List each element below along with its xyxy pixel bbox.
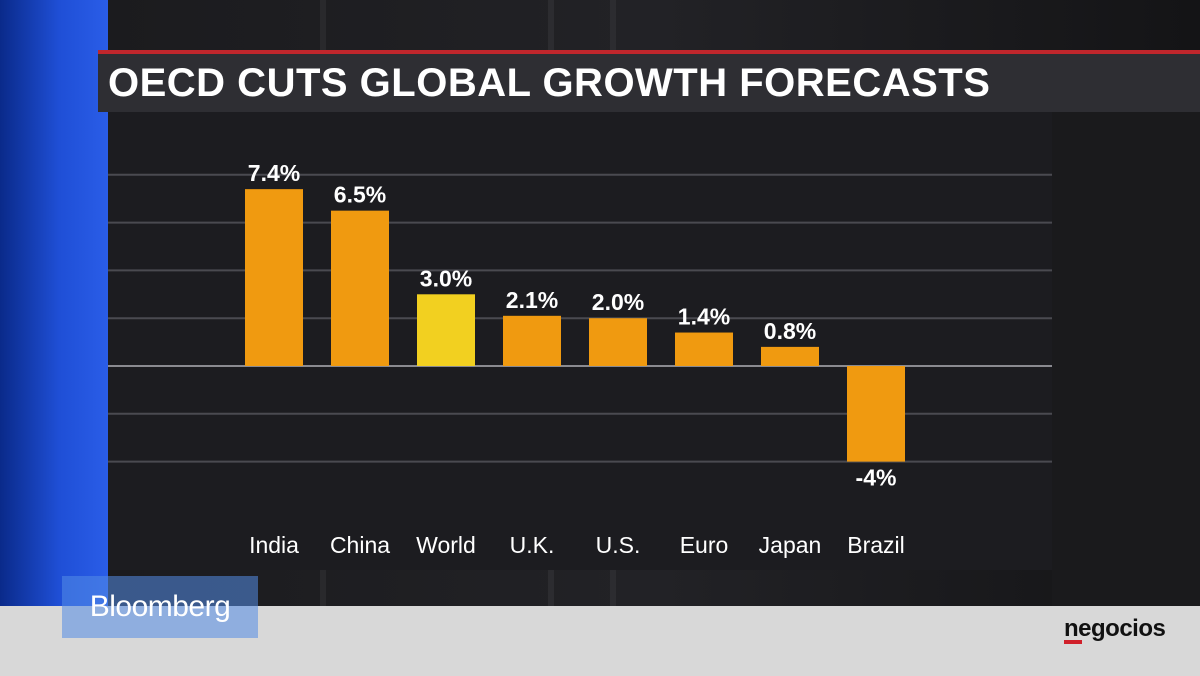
bar-japan — [761, 346, 819, 366]
bar-euro — [675, 332, 733, 366]
chart-title: OECD CUTS GLOBAL GROWTH FORECASTS — [108, 61, 991, 105]
bar-uk — [503, 315, 561, 366]
category-label: Japan — [759, 532, 822, 558]
data-label: 0.8% — [764, 318, 816, 344]
title-bar — [98, 54, 1200, 112]
data-label: 2.1% — [506, 287, 558, 313]
data-label: 6.5% — [334, 182, 386, 208]
category-label: World — [416, 532, 476, 558]
background-blue-panel — [0, 0, 108, 676]
category-label: Euro — [680, 532, 729, 558]
category-label: India — [249, 532, 299, 558]
data-label: 3.0% — [420, 265, 472, 291]
bar-india — [245, 189, 303, 366]
background-right-panel — [1052, 112, 1200, 606]
negocios-logo-mark — [1064, 640, 1082, 644]
title-accent-line — [98, 50, 1200, 54]
data-label: -4% — [856, 465, 897, 491]
category-label: China — [330, 532, 390, 558]
category-label: Brazil — [847, 532, 905, 558]
category-label: U.K. — [510, 532, 555, 558]
bar-brazil — [847, 366, 905, 462]
bar-china — [331, 210, 389, 366]
bloomberg-logo: Bloomberg — [62, 576, 258, 638]
data-label: 1.4% — [678, 304, 730, 330]
bar-world — [417, 294, 475, 366]
category-label: U.S. — [596, 532, 641, 558]
bar-us — [589, 318, 647, 366]
data-label: 2.0% — [592, 289, 644, 315]
data-label: 7.4% — [248, 160, 300, 186]
negocios-logo: negocios — [1064, 615, 1166, 642]
